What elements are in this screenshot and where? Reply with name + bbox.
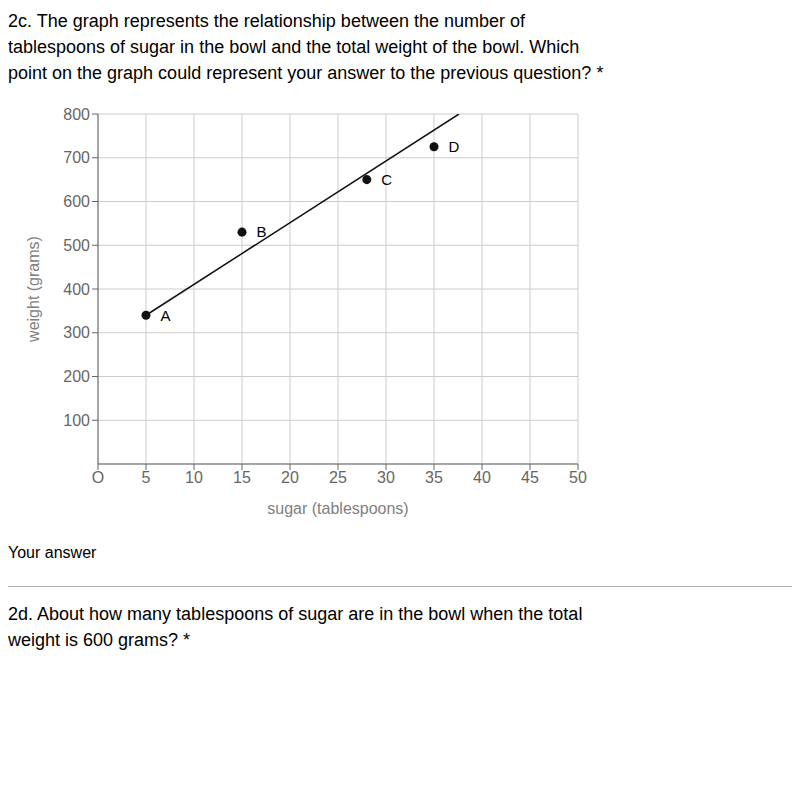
svg-text:700: 700 bbox=[63, 149, 90, 166]
html-text:point on the graph could repre: point on the graph could represent your … bbox=[8, 63, 604, 83]
svg-text:200: 200 bbox=[63, 368, 90, 385]
html-text:weight is 600 grams? *: weight is 600 grams? * bbox=[8, 630, 191, 650]
svg-text:500: 500 bbox=[63, 237, 90, 254]
svg-text:D: D bbox=[449, 138, 460, 155]
svg-text:5: 5 bbox=[142, 469, 151, 486]
svg-text:15: 15 bbox=[233, 469, 251, 486]
svg-text:800: 800 bbox=[63, 106, 90, 123]
svg-text:C: C bbox=[381, 171, 392, 188]
svg-text:10: 10 bbox=[185, 469, 203, 486]
svg-text:300: 300 bbox=[63, 324, 90, 341]
html-text:Your answer: Your answer bbox=[8, 544, 97, 561]
svg-text:A: A bbox=[161, 307, 171, 324]
svg-text:30: 30 bbox=[377, 469, 395, 486]
svg-text:400: 400 bbox=[63, 281, 90, 298]
svg-text:B: B bbox=[257, 223, 267, 240]
svg-text:20: 20 bbox=[281, 469, 299, 486]
html-text:tablespoons of sugar in the bo: tablespoons of sugar in the bowl and the… bbox=[8, 37, 580, 57]
svg-text:45: 45 bbox=[521, 469, 539, 486]
svg-text:40: 40 bbox=[473, 469, 491, 486]
svg-text:weight (grams): weight (grams) bbox=[25, 236, 42, 343]
svg-text:50: 50 bbox=[569, 469, 587, 486]
svg-text:O: O bbox=[92, 469, 104, 486]
svg-text:35: 35 bbox=[425, 469, 443, 486]
svg-text:600: 600 bbox=[63, 193, 90, 210]
svg-text:sugar (tablespoons): sugar (tablespoons) bbox=[267, 500, 408, 517]
svg-text:100: 100 bbox=[63, 412, 90, 429]
svg-text:25: 25 bbox=[329, 469, 347, 486]
html-text:2c. The graph represents the r: 2c. The graph represents the relationshi… bbox=[8, 11, 525, 31]
html-text:2d. About how many tablespoons: 2d. About how many tablespoons of sugar … bbox=[8, 604, 583, 624]
